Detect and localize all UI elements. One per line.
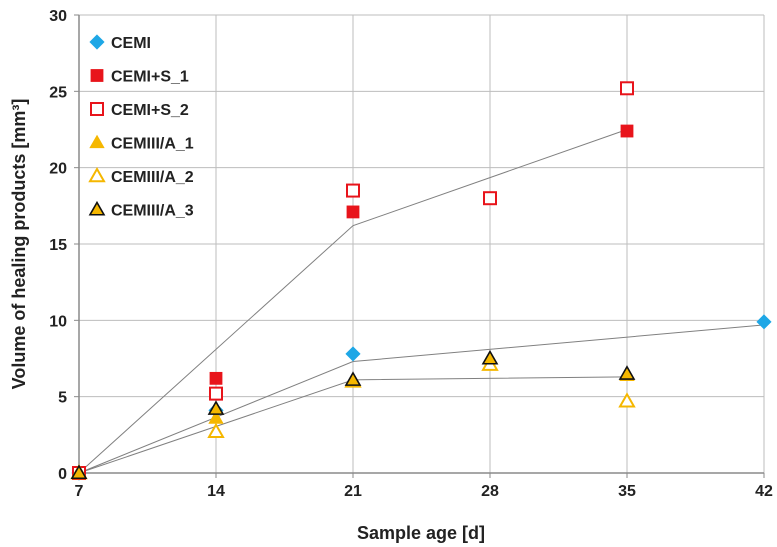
legend-marker xyxy=(89,34,105,50)
x-tick-label: 42 xyxy=(755,483,773,500)
y-axis-title: Volume of healing products [mm³] xyxy=(9,99,29,390)
y-tick-label: 20 xyxy=(49,161,67,178)
x-tick-labels: 7 14 21 28 35 42 xyxy=(75,483,773,500)
series-cemiii-a-3 xyxy=(70,349,636,480)
y-tick-label: 5 xyxy=(58,390,67,407)
legend-marker xyxy=(88,200,106,216)
data-point xyxy=(207,400,225,415)
legend-label: CEMI+S_2 xyxy=(111,102,189,119)
legend-label: CEMIII/A_3 xyxy=(111,203,194,220)
data-point xyxy=(483,191,497,206)
data-point xyxy=(70,464,88,480)
y-tick-label: 30 xyxy=(49,8,67,25)
legend-label: CEMIII/A_2 xyxy=(111,169,194,186)
x-axis-title: Sample age [d] xyxy=(357,523,485,543)
y-tick-label: 25 xyxy=(49,84,67,101)
legend-item: CEMI xyxy=(89,34,151,52)
data-points xyxy=(70,81,772,481)
x-tick-label: 14 xyxy=(207,483,225,500)
legend-item: CEMIII/A_3 xyxy=(88,200,194,220)
data-point xyxy=(207,422,225,439)
data-point xyxy=(345,346,361,362)
legend-label: CEMIII/A_1 xyxy=(111,136,194,153)
legend-label: CEMI+S_1 xyxy=(111,69,189,86)
data-point xyxy=(344,371,362,386)
legend: CEMI CEMI+S_1 CEMI+S_2 CEMIII/A_1 CEMIII/A_2… xyxy=(88,34,194,220)
data-point xyxy=(618,392,636,408)
trendline xyxy=(78,129,628,474)
legend-item: CEMI+S_1 xyxy=(90,69,189,86)
legend-marker xyxy=(89,134,105,149)
data-point xyxy=(346,183,360,198)
legend-label: CEMI xyxy=(111,35,151,52)
y-tick-labels: 0 5 10 15 20 25 30 xyxy=(49,8,67,483)
x-tick-label: 7 xyxy=(75,483,84,500)
data-point xyxy=(209,386,223,401)
data-point xyxy=(620,81,634,96)
y-tick-label: 15 xyxy=(49,237,67,254)
legend-marker xyxy=(88,166,106,183)
y-tick-label: 10 xyxy=(49,313,67,330)
data-point xyxy=(620,124,634,138)
data-point xyxy=(346,205,360,219)
x-tick-label: 28 xyxy=(481,483,499,500)
legend-item: CEMIII/A_2 xyxy=(88,166,194,186)
data-point xyxy=(209,371,223,385)
x-tick-label: 21 xyxy=(344,483,362,500)
data-point xyxy=(481,349,499,365)
legend-item: CEMIII/A_1 xyxy=(89,134,194,153)
trendline xyxy=(78,324,765,474)
data-point xyxy=(756,314,772,330)
legend-marker xyxy=(90,102,104,116)
x-tick-label: 35 xyxy=(618,483,636,500)
legend-item: CEMI+S_2 xyxy=(90,102,189,119)
axes xyxy=(74,14,765,478)
legend-marker xyxy=(90,69,104,82)
data-point xyxy=(618,365,636,380)
y-tick-label: 0 xyxy=(58,466,67,483)
